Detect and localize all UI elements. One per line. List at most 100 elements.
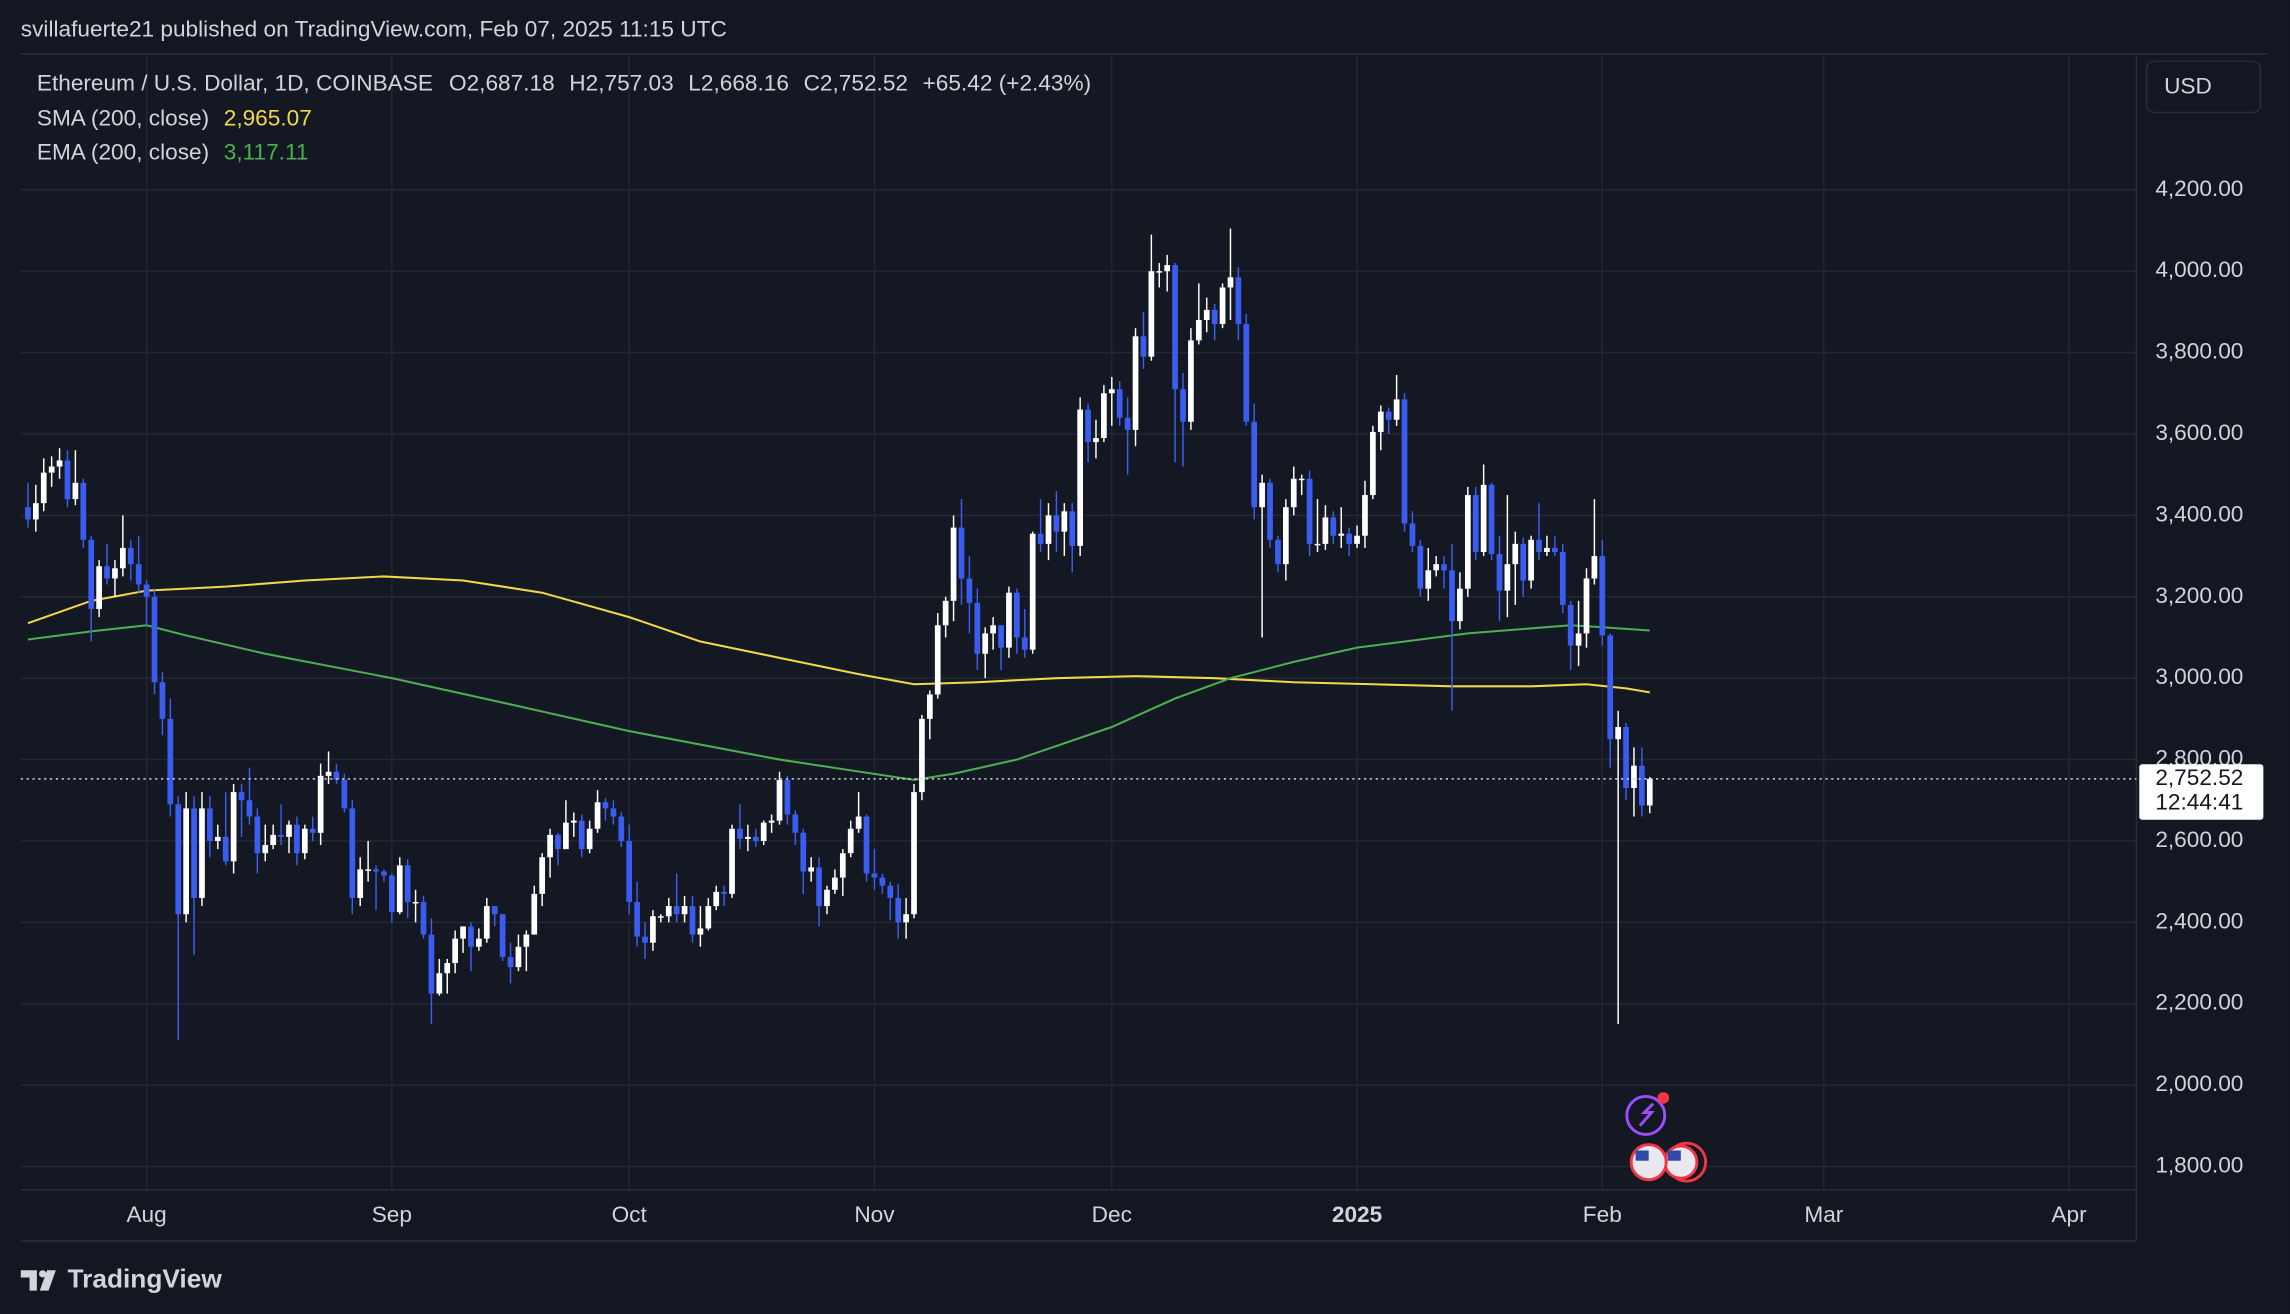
candle-body xyxy=(982,633,989,654)
candle-body xyxy=(586,828,593,850)
candle-body xyxy=(317,775,324,833)
candle-body xyxy=(207,808,213,841)
candle-body xyxy=(1211,309,1218,325)
candle-body xyxy=(1607,635,1614,740)
candle-body xyxy=(657,916,664,918)
brand-name: TradingView xyxy=(68,1263,223,1293)
candle-body xyxy=(1464,495,1471,589)
candle-body xyxy=(1108,389,1115,394)
y-tick-label: 1,800.00 xyxy=(2155,1153,2243,1178)
candle-body xyxy=(1227,277,1234,288)
candle-body xyxy=(294,824,300,854)
candle-body xyxy=(1623,727,1629,789)
candle-body xyxy=(1536,539,1542,553)
candle-body xyxy=(1591,556,1598,579)
indicator-layer xyxy=(27,575,1650,781)
candle-body xyxy=(238,792,245,801)
indicator-legend: SMA (200, close) 2,965.07 EMA (200, close)… xyxy=(37,106,312,165)
candle-body xyxy=(705,906,712,929)
event-icon xyxy=(1625,1095,1667,1136)
y-tick-label: 4,000.00 xyxy=(2155,257,2243,282)
y-tick-label: 4,200.00 xyxy=(2155,176,2243,201)
candle-body xyxy=(1251,421,1258,508)
candle-body xyxy=(911,792,917,915)
candle-body xyxy=(357,869,364,898)
candle-body xyxy=(990,625,996,634)
candle-body xyxy=(333,771,340,780)
price-change: +65.42 (+2.43%) xyxy=(923,71,1092,96)
candle-body xyxy=(634,902,640,937)
candle-body xyxy=(135,564,142,585)
candle-body xyxy=(1504,564,1511,591)
candle-body xyxy=(1243,324,1250,422)
candle-body xyxy=(40,472,47,504)
candle-body xyxy=(483,906,490,939)
currency-button[interactable] xyxy=(2145,60,2262,114)
candle-body xyxy=(72,482,79,500)
candle-body xyxy=(1528,539,1534,581)
candle-body xyxy=(325,771,332,776)
y-tick-label: 3,200.00 xyxy=(2155,583,2243,608)
candle-body xyxy=(1583,578,1590,634)
candle-body xyxy=(476,938,482,947)
candle-body xyxy=(768,820,775,823)
candle-body xyxy=(523,934,530,947)
ohlc-key: L xyxy=(688,71,701,96)
candle-body xyxy=(1180,389,1186,422)
candle-body xyxy=(1014,592,1020,638)
candle-layer xyxy=(25,228,1653,1040)
candle-body xyxy=(1290,478,1297,508)
candle-body xyxy=(792,814,799,833)
candle-body xyxy=(1219,287,1226,325)
candle-body xyxy=(515,946,522,968)
candle-body xyxy=(1409,523,1416,546)
candle-body xyxy=(96,566,102,609)
candle-body xyxy=(1172,265,1178,390)
candle-body xyxy=(689,906,696,935)
candle-body xyxy=(673,906,680,915)
candle-body xyxy=(618,816,625,841)
candle-body xyxy=(1164,265,1171,272)
event-icon xyxy=(1629,1143,1668,1182)
candle-body xyxy=(824,889,830,907)
countdown-label: 12:44:41 xyxy=(2155,790,2243,815)
candle-body xyxy=(309,828,316,833)
candle-body xyxy=(48,466,55,473)
candle-body xyxy=(602,802,609,809)
y-tick-label: 3,000.00 xyxy=(2155,664,2243,689)
last-price-box xyxy=(2139,764,2264,820)
candle-body xyxy=(737,828,743,839)
candle-body xyxy=(1472,495,1479,553)
candle-body xyxy=(745,836,751,839)
candle-body xyxy=(626,840,633,903)
candle-body xyxy=(56,460,63,467)
candle-body xyxy=(1235,277,1242,325)
candle-body xyxy=(887,885,894,898)
candle-body xyxy=(1077,409,1084,546)
indicator-line xyxy=(27,575,1650,694)
candle-body xyxy=(199,808,205,898)
candle-body xyxy=(926,694,933,719)
candle-body xyxy=(563,822,569,850)
candle-body xyxy=(998,625,1004,648)
currency-label[interactable]: USD xyxy=(2164,74,2212,99)
candle-body xyxy=(120,547,126,569)
event-icon-glyph xyxy=(1638,1102,1655,1127)
candle-body xyxy=(760,822,767,841)
candle-body xyxy=(1061,511,1068,532)
candle-body xyxy=(64,460,71,500)
candle-body xyxy=(1275,539,1281,565)
candle-body xyxy=(1085,409,1091,443)
candle-body xyxy=(254,816,261,854)
candle-body xyxy=(1362,495,1368,536)
candle-body xyxy=(468,926,474,947)
candle-body xyxy=(1203,309,1210,321)
candle-body xyxy=(570,820,577,823)
candle-body xyxy=(1615,727,1621,740)
y-tick-label: 3,800.00 xyxy=(2155,339,2243,364)
candle-body xyxy=(381,871,387,876)
candle-body xyxy=(1306,478,1313,544)
candle-body xyxy=(1322,517,1329,544)
candle-body xyxy=(752,836,759,841)
